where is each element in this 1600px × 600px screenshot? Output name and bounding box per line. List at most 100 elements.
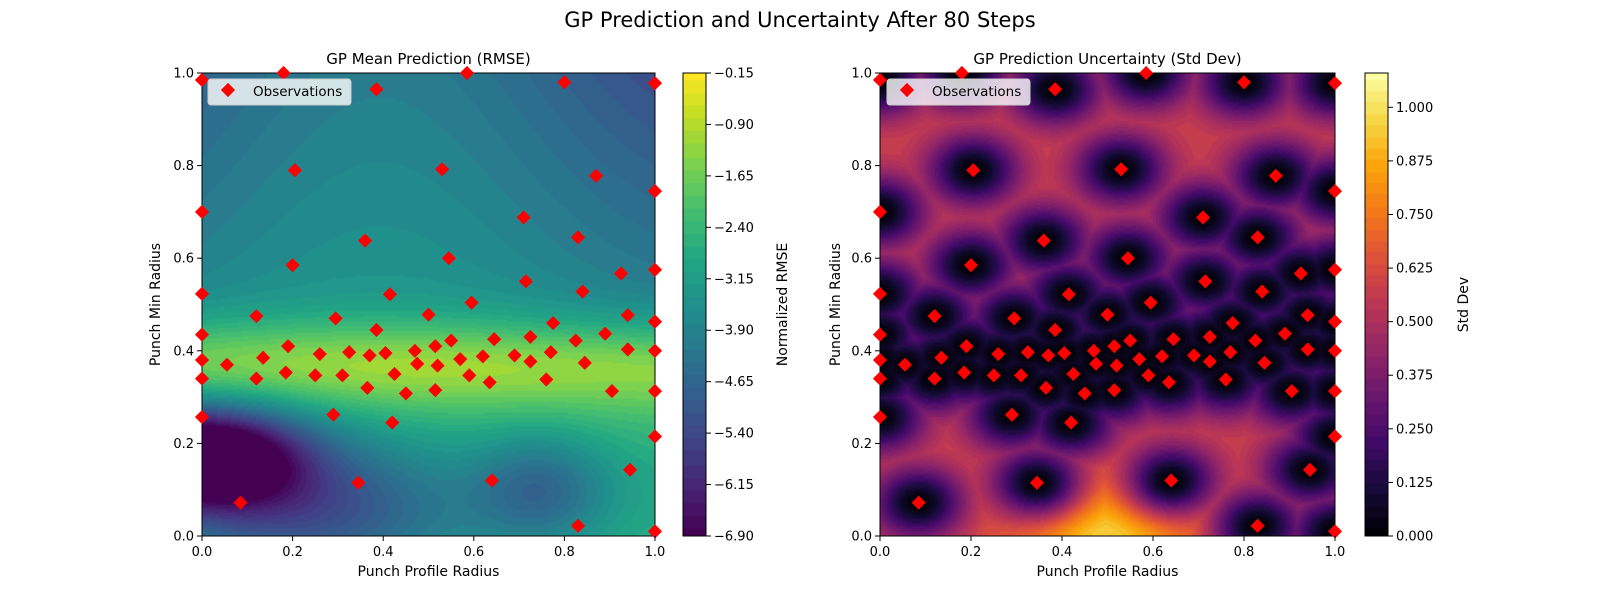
observation-marker [604, 384, 620, 399]
observation-marker [589, 168, 604, 183]
observation-marker [1257, 355, 1272, 370]
observation-marker [934, 350, 949, 365]
x-tick-label: 1.0 [1325, 545, 1346, 560]
observation-marker [285, 258, 300, 273]
colorbar-tick-label: 0.000 [1396, 530, 1433, 545]
right-x-axis-ticks: 0.0 0.2 0.4 0.6 0.8 1.0 [870, 536, 1346, 560]
right-legend-box [886, 78, 1031, 106]
observation-marker [647, 524, 663, 539]
observation-marker [647, 384, 663, 399]
x-tick-label: 0.0 [192, 545, 213, 560]
colorbar-tick-label: −5.40 [714, 427, 754, 442]
right-plot-frame [879, 72, 1336, 537]
observation-marker [507, 348, 522, 363]
colorbar-tick-label: −4.65 [714, 375, 754, 390]
observation-marker [1123, 333, 1138, 348]
observation-marker [484, 473, 499, 488]
observation-marker [991, 346, 1006, 362]
observation-marker [1166, 332, 1181, 347]
y-tick-label: 0.6 [851, 252, 872, 267]
observation-marker [568, 333, 583, 348]
observation-marker [623, 462, 638, 477]
left-y-axis-label: Punch Min Radius [148, 243, 164, 366]
colorbar-tick-label: 0.500 [1396, 315, 1433, 330]
observation-marker [378, 346, 393, 361]
right-colorbar-frame [1364, 72, 1389, 537]
right-plot-title: GP Prediction Uncertainty (Std Dev) [973, 50, 1241, 68]
observation-marker [986, 368, 1001, 383]
left-legend-box [207, 78, 352, 106]
left-colorbar-frame [682, 72, 707, 537]
observation-marker [957, 365, 972, 380]
observation-marker [256, 350, 271, 365]
observation-marker [287, 163, 302, 178]
observation-marker [1107, 339, 1122, 354]
observation-marker [342, 345, 357, 360]
left-observation-markers [194, 65, 663, 539]
colorbar-tick-label: −6.90 [714, 530, 754, 545]
observation-marker [194, 371, 210, 386]
observation-marker [1300, 342, 1315, 357]
observation-marker [647, 429, 663, 444]
y-tick-label: 0.4 [851, 344, 872, 359]
observation-marker [872, 72, 888, 88]
observation-marker [1139, 65, 1154, 81]
x-tick-label: 0.0 [870, 545, 891, 560]
y-tick-label: 0.0 [173, 530, 194, 545]
observation-marker [539, 372, 554, 387]
observation-marker [194, 286, 210, 301]
observation-marker [872, 204, 888, 219]
colorbar-tick-label: 1.000 [1396, 101, 1433, 116]
observation-marker [428, 339, 443, 354]
observation-marker [1218, 372, 1233, 387]
colorbar-tick-label: −2.40 [714, 221, 754, 236]
right-legend-label: Observations [932, 84, 1021, 100]
x-tick-label: 0.4 [1052, 545, 1073, 560]
observation-marker [1132, 352, 1147, 367]
observation-marker [462, 368, 477, 383]
observation-marker [1109, 358, 1124, 373]
observation-marker [516, 210, 531, 225]
right-observation-markers [872, 65, 1343, 539]
observation-marker [1089, 356, 1104, 371]
observation-marker [1155, 349, 1170, 364]
left-x-axis-ticks: 0.0 0.2 0.4 0.6 0.8 1.0 [192, 536, 665, 560]
observation-marker [927, 371, 942, 386]
observation-marker [598, 326, 613, 341]
left-panel-mean: GP Mean Prediction (RMSE) 0.0 0.2 0.4 0.6 0.… [148, 50, 791, 580]
observation-marker [1039, 380, 1054, 395]
observation-marker [647, 314, 663, 329]
observation-marker [1255, 284, 1270, 299]
colorbar-tick-label: −3.15 [714, 272, 754, 287]
observation-marker [1143, 295, 1158, 310]
observation-marker [280, 339, 296, 354]
observation-marker [362, 348, 377, 363]
observation-marker [335, 368, 350, 383]
observation-marker [369, 322, 384, 338]
observation-marker [1250, 518, 1265, 533]
left-legend: Observations [207, 78, 352, 106]
observation-marker [1236, 75, 1252, 90]
observation-marker [647, 343, 663, 358]
observation-marker [911, 495, 926, 510]
observation-marker [1020, 345, 1035, 360]
right-y-axis-ticks: 0.0 0.2 0.4 0.6 0.8 1.0 [851, 67, 880, 545]
colorbar-tick-label: 0.875 [1396, 154, 1433, 169]
observation-marker [1029, 475, 1045, 490]
observation-marker [959, 339, 974, 354]
observation-marker [1066, 366, 1081, 382]
observation-marker [570, 230, 586, 245]
observation-marker [523, 354, 538, 369]
observation-marker [1114, 162, 1129, 177]
observation-marker [620, 308, 635, 323]
colorbar-tick-label: −0.15 [714, 67, 754, 82]
observation-marker [441, 251, 456, 266]
right-heatmap [880, 73, 1335, 536]
observation-marker [1327, 429, 1343, 444]
left-plot-frame [201, 72, 656, 537]
observation-marker [1064, 415, 1079, 430]
observation-marker [1202, 329, 1217, 344]
observation-marker [194, 352, 210, 368]
observation-marker [1327, 76, 1343, 91]
colorbar-tick-label: 0.750 [1396, 208, 1433, 223]
